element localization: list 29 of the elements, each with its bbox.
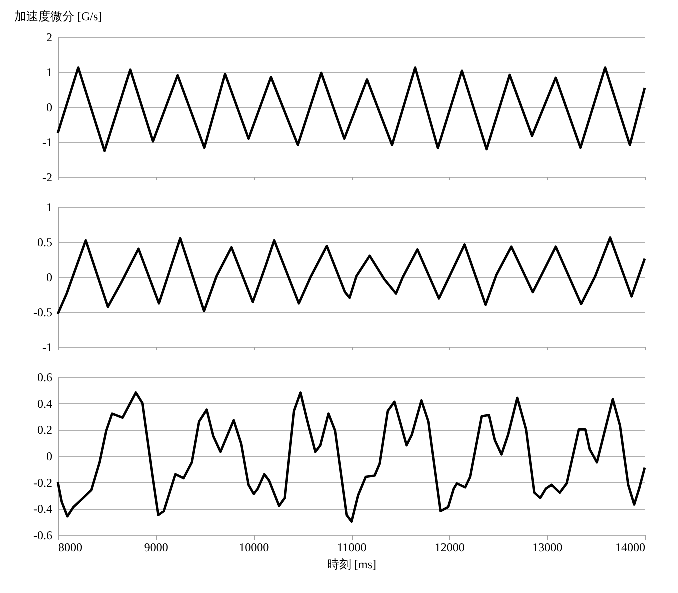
y-tick-label: 0 bbox=[46, 270, 52, 284]
y-axis-title: 加速度微分 [G/s] bbox=[14, 10, 102, 24]
y-tick-label: 0 bbox=[46, 100, 52, 114]
y-tick-label: -0.2 bbox=[34, 476, 52, 490]
y-tick-label: -0.4 bbox=[34, 502, 52, 516]
line-series bbox=[56, 236, 646, 316]
y-tick-label: -1 bbox=[42, 340, 52, 354]
x-tick-label: 11000 bbox=[337, 540, 367, 554]
x-tick-label: 14000 bbox=[616, 540, 646, 554]
line-series bbox=[56, 392, 646, 524]
y-tick-label: -0.6 bbox=[34, 528, 52, 542]
y-tick-label: 1 bbox=[46, 66, 52, 80]
y-tick-label: 0.2 bbox=[38, 423, 52, 438]
x-tick-label: 10000 bbox=[239, 540, 270, 554]
x-tick-label: 9000 bbox=[144, 540, 168, 554]
y-tick-label: 1 bbox=[46, 200, 52, 214]
y-tick-label: -1 bbox=[42, 136, 52, 150]
x-tick-label: 8000 bbox=[58, 540, 82, 554]
x-tick-label: 13000 bbox=[532, 540, 563, 554]
x-axis-title: 時刻 [ms] bbox=[328, 558, 376, 572]
line-series bbox=[56, 66, 646, 152]
y-tick-label: 0 bbox=[46, 450, 52, 464]
y-tick-label: 0.5 bbox=[38, 236, 52, 250]
x-tick-label: 12000 bbox=[434, 540, 465, 554]
y-tick-label: 2 bbox=[46, 30, 52, 44]
y-tick-label: -0.5 bbox=[34, 306, 52, 320]
y-tick-label: 0.4 bbox=[38, 396, 52, 411]
y-tick-label: 0.6 bbox=[38, 370, 52, 384]
y-tick-label: -2 bbox=[42, 170, 52, 184]
